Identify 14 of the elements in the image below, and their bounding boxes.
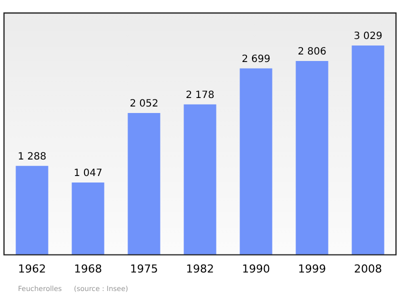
- data-label: 2 699: [242, 54, 270, 65]
- data-label: 1 288: [18, 151, 46, 162]
- data-label: 3 029: [354, 31, 382, 42]
- data-label: 2 178: [186, 90, 214, 101]
- data-label: 2 052: [130, 98, 158, 110]
- x-tick-label: 1962: [18, 262, 46, 276]
- x-tick-label: 2008: [354, 262, 382, 276]
- x-tick-label: 1968: [74, 262, 102, 276]
- x-tick-label: 1990: [242, 262, 270, 276]
- data-label: 1 047: [74, 168, 102, 180]
- data-label: 2 806: [298, 46, 326, 58]
- x-tick-label: 1975: [130, 262, 158, 276]
- x-tick-label: 1982: [186, 262, 214, 276]
- x-tick-label: 1999: [298, 262, 326, 276]
